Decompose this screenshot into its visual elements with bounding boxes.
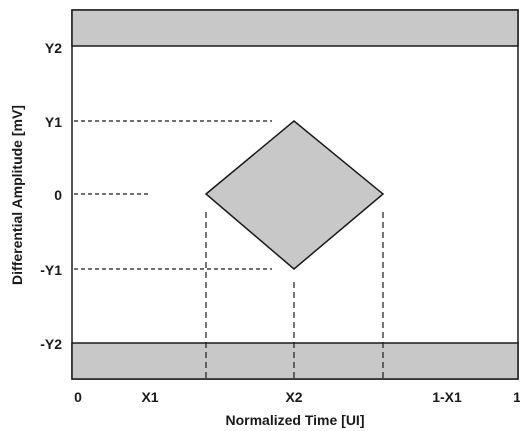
y-tick-neg-y2: -Y2 — [40, 336, 62, 352]
x-tick-one-minus-x1: 1-X1 — [432, 389, 462, 405]
y-tick-y1: Y1 — [45, 114, 62, 130]
top-limit-band — [71, 9, 519, 47]
x-tick-one: 1 — [513, 389, 520, 405]
x-tick-zero: 0 — [74, 389, 82, 405]
x-tick-x1: X1 — [141, 389, 158, 405]
x-tick-x2: X2 — [285, 389, 302, 405]
y-tick-neg-y1: -Y1 — [40, 262, 62, 278]
y-tick-y2: Y2 — [45, 40, 62, 56]
y-axis-title: Differential Amplitude [mV] — [9, 105, 25, 285]
bottom-limit-band — [71, 342, 519, 380]
x-axis-title: Normalized Time [UI] — [226, 412, 365, 428]
y-tick-zero: 0 — [54, 187, 62, 203]
eye-mask-diamond — [204, 120, 385, 270]
